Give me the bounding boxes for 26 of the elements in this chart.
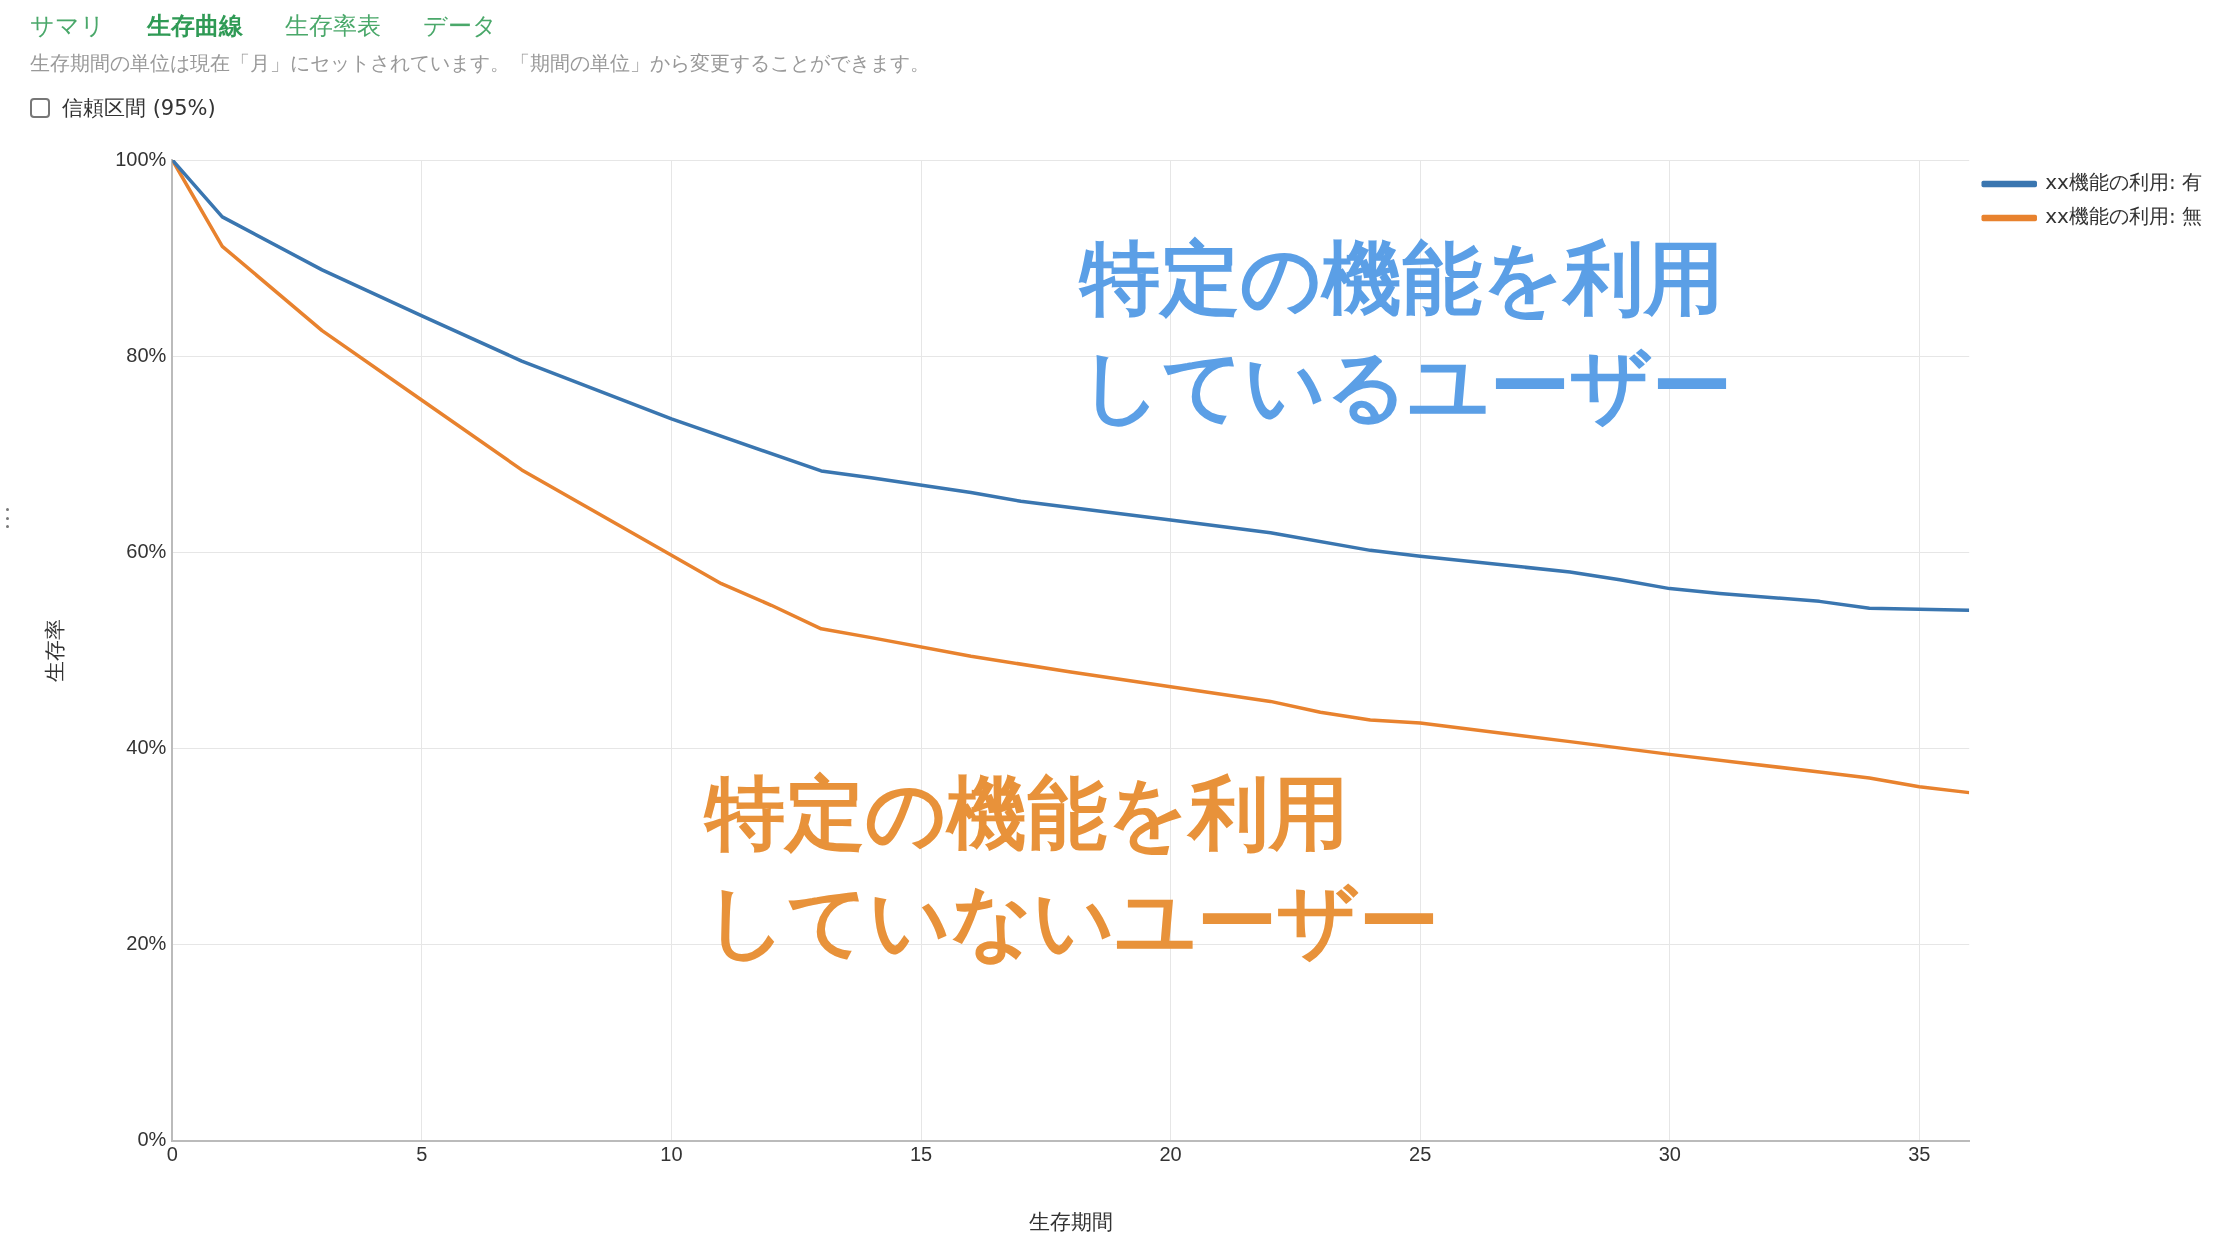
x-tick-label: 15 xyxy=(909,1143,933,1166)
x-tick-label: 25 xyxy=(1409,1143,1432,1166)
y-tick-label: 20% xyxy=(126,932,167,955)
x-tick-label: 35 xyxy=(1908,1143,1931,1166)
text: サマリ xyxy=(30,12,105,40)
legend-label: xx機能の利用: 有 xyxy=(2045,170,2203,195)
y-tick-label: 40% xyxy=(126,736,167,758)
y-tick-label: 0% xyxy=(137,1128,167,1151)
x-tick-label: 0 xyxy=(166,1143,178,1166)
y-tick-label: 100% xyxy=(115,147,167,170)
x-axis-title: 生存期間 xyxy=(1028,1210,1113,1234)
text: 信頼区間 (95%) xyxy=(62,95,216,122)
x-tick-label: 20 xyxy=(1159,1143,1182,1166)
annotation: 特定の機能を利用していないユーザー xyxy=(705,766,1439,970)
y-axis-title: 生存率 xyxy=(43,618,67,682)
text: データ xyxy=(423,12,497,40)
text: 生存曲線 xyxy=(147,12,243,40)
x-tick-label: 10 xyxy=(660,1143,683,1166)
annotation: 特定の機能を利用しているユーザー xyxy=(1080,231,1732,435)
legend-label: xx機能の利用: 無 xyxy=(2045,204,2203,229)
text: 生存率表 xyxy=(285,12,381,40)
text: 生存期間の単位は現在「月」にセットされています。「期間の単位」から変更することができます。 xyxy=(30,50,930,77)
x-tick-label: 5 xyxy=(416,1143,428,1166)
y-tick-label: 80% xyxy=(126,343,167,366)
x-tick-label: 30 xyxy=(1658,1143,1681,1166)
y-tick-label: 60% xyxy=(126,539,167,562)
